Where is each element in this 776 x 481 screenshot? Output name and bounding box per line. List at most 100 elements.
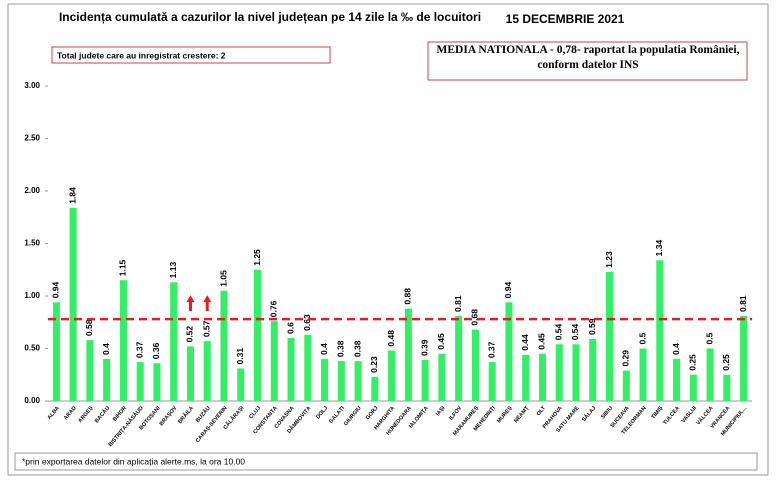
x-tick-label: GIURGIU: [343, 405, 363, 427]
bar: [52, 302, 60, 401]
bar: [689, 374, 697, 401]
value-label: 0.23: [369, 356, 379, 373]
bar: [170, 282, 178, 401]
value-label: 0.45: [537, 333, 547, 350]
bar: [455, 315, 463, 401]
note-box: [51, 46, 331, 64]
bar: [237, 368, 245, 401]
value-label: 0.6: [285, 322, 295, 334]
x-tick-label: ALBA: [47, 405, 61, 421]
frame: [7, 3, 769, 476]
value-label: 0.31: [235, 348, 245, 365]
value-label: 0.94: [503, 281, 513, 298]
x-tick-label: BUZĂU: [194, 405, 212, 424]
x-tick-label: MUREȘ: [496, 405, 514, 424]
bar: [471, 329, 479, 401]
bar: [321, 359, 329, 401]
value-label: 1.23: [604, 251, 614, 268]
y-tick-label: 2.00: [24, 186, 40, 195]
x-tick-label: ARAD: [63, 405, 78, 421]
x-tick-label: NEAMȚ: [513, 405, 531, 424]
x-tick-label: GORJ: [365, 405, 380, 421]
y-tick-label: 2.50: [24, 134, 40, 143]
value-label: 0.5: [704, 332, 714, 344]
value-label: 0.4: [101, 343, 111, 355]
value-label: 0.58: [84, 319, 94, 336]
x-tick-label: TIMIȘ: [650, 405, 664, 420]
value-label: 0.4: [671, 343, 681, 355]
mean-box: [427, 41, 748, 81]
bar: [287, 338, 295, 401]
value-label: 0.94: [51, 281, 61, 298]
value-label: 0.48: [386, 330, 396, 347]
x-tick-label: OLT: [536, 405, 548, 417]
value-label: 0.29: [621, 350, 631, 367]
bar: [639, 348, 647, 401]
value-label: 1.05: [218, 270, 228, 287]
value-label: 0.59: [587, 318, 597, 335]
x-tick-label: IAȘI: [435, 405, 447, 417]
bar: [622, 370, 630, 401]
x-tick-label: CLUJ: [248, 405, 262, 420]
value-label: 0.25: [688, 354, 698, 371]
x-tick-label: BIHOR: [112, 405, 128, 422]
value-label: 0.25: [721, 354, 731, 371]
value-label: 1.13: [168, 262, 178, 279]
value-label: 0.37: [486, 341, 496, 358]
bar: [270, 321, 278, 401]
x-tick-label: DOLJ: [315, 405, 329, 420]
value-label: 0.81: [453, 295, 463, 312]
bar: [505, 302, 513, 401]
bar: [555, 344, 563, 401]
y-tick-label: 0.00: [24, 396, 40, 405]
bar: [304, 334, 312, 401]
x-tick-label: SĂLAJ: [580, 405, 597, 423]
x-tick-label: BACĂU: [93, 405, 111, 425]
y-tick-label: 1.00: [24, 291, 40, 300]
bar: [656, 260, 664, 401]
bar: [86, 340, 94, 401]
value-label: 0.68: [470, 309, 480, 326]
value-label: 1.25: [252, 249, 262, 266]
bar: [136, 362, 144, 401]
value-label: 0.63: [302, 314, 312, 331]
bar: [186, 346, 194, 401]
bar: [488, 362, 496, 401]
footnote-box: [14, 452, 758, 471]
value-label: 0.39: [419, 339, 429, 356]
y-tick-label: 1.50: [24, 239, 40, 248]
value-label: 0.81: [738, 295, 748, 312]
x-tick-label: BRĂILA: [176, 405, 195, 425]
value-label: 0.37: [134, 341, 144, 358]
bar: [337, 361, 345, 401]
bar: [153, 363, 161, 401]
bar: [371, 376, 379, 401]
chart-date: 15 DECEMBRIE 2021: [506, 12, 625, 26]
bar: [706, 348, 714, 401]
bar: [388, 350, 396, 401]
value-label: 0.57: [201, 320, 211, 337]
bar: [103, 359, 111, 401]
value-label: 0.5: [637, 332, 647, 344]
value-label: 0.52: [185, 326, 195, 343]
footnote: *prin exportarea datelor din aplicația a…: [22, 456, 245, 466]
value-label: 0.76: [269, 300, 279, 317]
x-tick-label: ILFOV: [448, 405, 463, 422]
bar: [538, 353, 546, 401]
x-tick-label: SIBIU: [600, 405, 614, 420]
bar: [404, 308, 412, 401]
x-tick-label: TULCEA: [662, 405, 681, 426]
bar: [203, 341, 211, 401]
value-label: 0.36: [151, 342, 161, 359]
value-label: 0.44: [520, 334, 530, 351]
note-increase: Total judete care au inregistrat crester…: [57, 50, 226, 60]
value-label: 1.15: [118, 259, 128, 276]
value-label: 0.38: [352, 340, 362, 357]
value-label: 0.4: [319, 343, 329, 355]
x-tick-label: ARGEȘ: [77, 405, 94, 424]
bar: [589, 339, 597, 401]
bar: [220, 290, 228, 401]
x-tick-label: BRAȘOV: [159, 405, 179, 427]
